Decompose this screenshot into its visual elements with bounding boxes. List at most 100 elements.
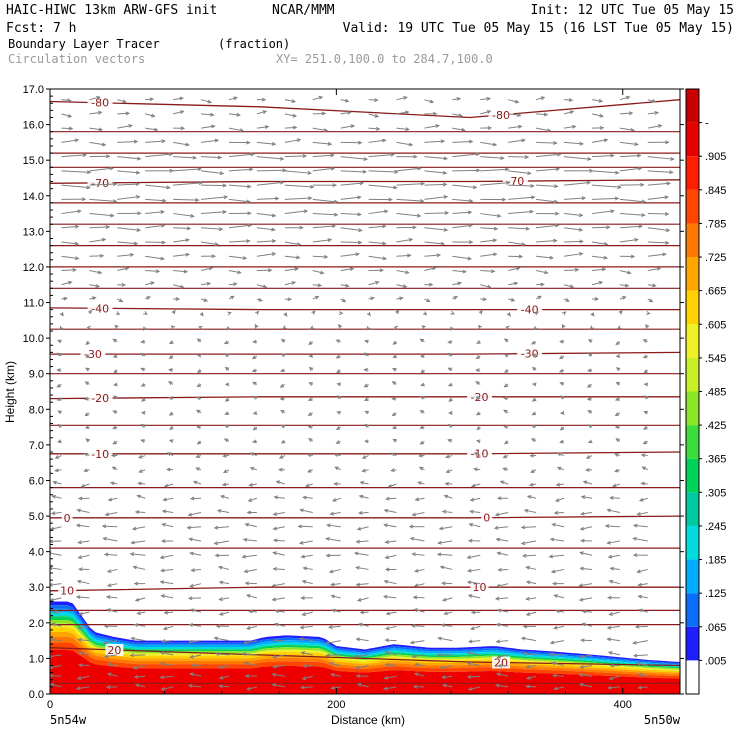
wind-vector bbox=[340, 169, 368, 174]
wind-vector-head bbox=[301, 676, 307, 681]
wind-vector-head bbox=[56, 368, 61, 373]
wind-vector bbox=[582, 480, 593, 485]
wind-vector-head bbox=[540, 282, 545, 287]
wind-vector-head bbox=[292, 113, 298, 118]
wind-vector bbox=[51, 622, 62, 627]
wind-vector-shaft bbox=[619, 213, 645, 216]
wind-vector-head bbox=[241, 554, 247, 559]
wind-vector-head bbox=[637, 594, 643, 599]
wind-vector bbox=[76, 508, 90, 513]
wind-vector bbox=[580, 495, 593, 500]
wind-vector bbox=[106, 662, 118, 667]
wind-vector bbox=[89, 127, 104, 132]
wind-vector bbox=[480, 96, 492, 101]
wind-vector bbox=[190, 663, 202, 668]
wind-vector-shaft bbox=[133, 566, 146, 570]
wind-vector bbox=[328, 568, 341, 574]
wind-vector-head bbox=[366, 311, 371, 317]
wind-vector bbox=[228, 167, 254, 172]
wind-vector-head bbox=[384, 626, 390, 631]
wind-vector-head bbox=[383, 675, 389, 680]
wind-vector-shaft bbox=[228, 168, 253, 172]
wind-vector bbox=[368, 169, 399, 174]
wind-vector-head bbox=[140, 423, 146, 428]
wind-vector bbox=[636, 568, 648, 574]
wind-vector bbox=[89, 182, 118, 187]
wind-vector-head bbox=[413, 672, 419, 677]
wind-vector bbox=[159, 662, 174, 667]
wind-vector-head bbox=[244, 581, 250, 586]
wind-vector-shaft bbox=[508, 210, 533, 215]
wind-vector bbox=[536, 198, 559, 204]
wind-vector bbox=[412, 595, 425, 600]
colorbar-label: .365 bbox=[705, 454, 726, 466]
wind-vector-head bbox=[160, 256, 165, 261]
wind-vector bbox=[171, 309, 176, 315]
wind-vector-head bbox=[302, 495, 307, 500]
wind-vector bbox=[480, 125, 493, 130]
colorbar-label: .905 bbox=[705, 151, 726, 163]
wind-vector bbox=[256, 141, 277, 146]
wind-vector-head bbox=[76, 676, 82, 680]
wind-vector bbox=[550, 568, 565, 574]
wind-vector-head bbox=[227, 311, 232, 316]
wind-vector-head bbox=[525, 596, 530, 601]
wind-vector-shaft bbox=[354, 552, 369, 556]
wind-vector-head bbox=[292, 125, 298, 130]
wind-vector bbox=[413, 672, 425, 677]
wind-vector bbox=[222, 469, 230, 474]
wind-vector-head bbox=[333, 481, 338, 486]
wind-vector bbox=[85, 340, 90, 346]
wind-vector-shaft bbox=[302, 675, 313, 680]
wind-vector-shaft bbox=[134, 675, 146, 678]
wind-vector bbox=[503, 409, 509, 414]
wind-vector-head bbox=[325, 653, 331, 658]
wind-vector-shaft bbox=[76, 524, 90, 528]
wind-vector-head bbox=[587, 409, 592, 414]
wind-vector bbox=[117, 241, 139, 246]
wind-vector-head bbox=[410, 623, 416, 628]
wind-vector bbox=[412, 684, 425, 689]
wind-vector-shaft bbox=[134, 624, 146, 627]
wind-vector-head bbox=[391, 368, 397, 372]
wind-vector-head bbox=[495, 639, 501, 644]
wind-vector bbox=[419, 425, 425, 430]
contour-label--10: -10 bbox=[471, 448, 489, 461]
wind-vector bbox=[89, 270, 103, 275]
wind-vector bbox=[280, 338, 286, 343]
wind-vector bbox=[470, 483, 481, 488]
wind-vector-shaft bbox=[555, 497, 565, 502]
wind-vector bbox=[424, 99, 435, 104]
wind-vector-shaft bbox=[103, 537, 118, 542]
wind-vector-head bbox=[50, 673, 53, 678]
wind-vector-shaft bbox=[469, 640, 481, 643]
wind-vector bbox=[173, 226, 192, 231]
wind-vector-head bbox=[473, 452, 479, 456]
wind-vector bbox=[201, 155, 223, 160]
wind-vector bbox=[441, 675, 453, 680]
wind-vector bbox=[579, 551, 593, 556]
wind-vector bbox=[75, 595, 90, 600]
wind-vector-head bbox=[520, 525, 526, 530]
wind-vector-head bbox=[262, 110, 268, 114]
wind-vector-head bbox=[168, 340, 174, 344]
wind-vector-shaft bbox=[497, 552, 509, 556]
wind-vector bbox=[201, 254, 217, 259]
wind-vector bbox=[447, 439, 453, 443]
wind-vector bbox=[335, 339, 341, 344]
wind-vector-head bbox=[638, 224, 644, 229]
y-tick-label: 15.0 bbox=[23, 155, 44, 167]
wind-vector bbox=[558, 368, 565, 373]
wind-vector-shaft bbox=[200, 99, 212, 103]
wind-vector bbox=[224, 353, 230, 358]
wind-vector-head bbox=[363, 383, 369, 388]
wind-vector-head bbox=[110, 453, 116, 458]
wind-vector-head bbox=[133, 581, 139, 586]
wind-vector-head bbox=[492, 238, 498, 243]
wind-vector bbox=[422, 311, 428, 316]
wind-vector-shaft bbox=[368, 241, 386, 245]
wind-vector-head bbox=[67, 98, 72, 103]
wind-vector bbox=[136, 494, 146, 499]
wind-vector bbox=[578, 683, 593, 688]
wind-vector-head bbox=[98, 127, 104, 132]
